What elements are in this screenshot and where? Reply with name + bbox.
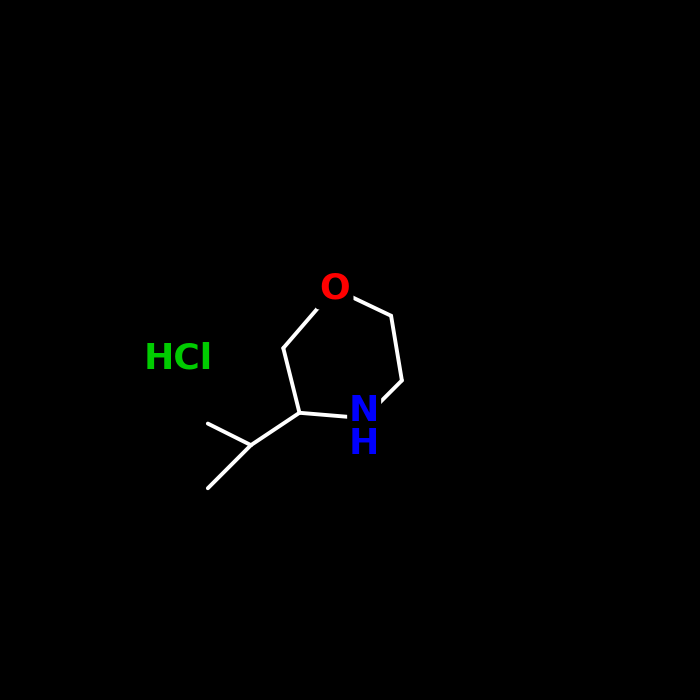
Text: N: N <box>349 394 379 428</box>
Text: H: H <box>349 427 379 461</box>
Text: O: O <box>319 272 350 306</box>
Text: HCl: HCl <box>144 342 213 376</box>
